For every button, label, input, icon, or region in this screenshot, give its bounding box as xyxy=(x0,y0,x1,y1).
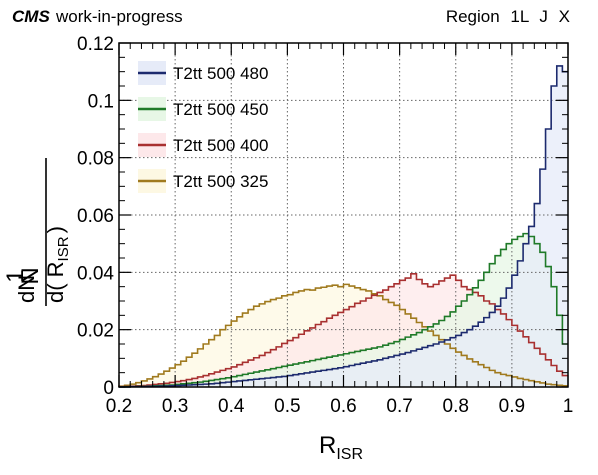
y-tick-label: 0.12 xyxy=(77,34,114,55)
y-tick-label: 0.1 xyxy=(88,91,114,112)
series-lines xyxy=(118,65,568,388)
legend-label: T2tt 500 450 xyxy=(173,100,268,119)
x-tick-label: 0.5 xyxy=(274,396,300,417)
x-tick-label: 0.9 xyxy=(499,396,525,417)
status-label: work-in-progress xyxy=(56,7,183,26)
x-tick-label: 0.3 xyxy=(162,396,188,417)
y-tick-label: 0.06 xyxy=(77,206,114,227)
y-tick-label: 0.02 xyxy=(77,321,114,342)
y-tick-label: 0 xyxy=(103,378,114,399)
y-label-frac-num: dN xyxy=(14,275,39,303)
y-label-n: N xyxy=(17,267,44,284)
x-tick-label: 0.8 xyxy=(443,396,469,417)
grid-lines xyxy=(119,43,568,387)
y-label-frac-den: d( RISR) xyxy=(43,226,72,303)
x-tick-label: 0.6 xyxy=(330,396,356,417)
x-tick-label: 0.7 xyxy=(386,396,412,417)
series-line-0 xyxy=(118,283,568,387)
x-tick-label: 0.2 xyxy=(106,396,132,417)
axis-ticks xyxy=(118,42,569,388)
series-fill-3 xyxy=(119,65,568,387)
region-label: Region 1L J X xyxy=(445,7,570,26)
series-line-2 xyxy=(119,232,568,388)
x-tick-label: 0.4 xyxy=(218,396,245,417)
y-tick-label: 0.08 xyxy=(77,149,114,170)
experiment-label: CMS xyxy=(12,7,50,26)
y-tick-label: 0.04 xyxy=(77,263,114,284)
series-line-3 xyxy=(119,65,568,388)
legend: T2tt 500 480 T2tt 500 450 T2tt 500 400 T2tt… xyxy=(138,61,268,193)
legend-label: T2tt 500 480 xyxy=(173,64,268,83)
legend-label: T2tt 500 400 xyxy=(173,136,268,155)
x-tick-label: 1 xyxy=(563,396,574,417)
legend-label: T2tt 500 325 xyxy=(173,172,268,191)
y-axis-label: 1 N dN d( RISR) xyxy=(2,158,72,306)
x-axis-label: RISR xyxy=(319,432,363,463)
tick-labels: 0.2 0.3 0.4 0.5 0.6 0.7 0.8 0.9 1 0 0.02 0.04 0.06 0.… xyxy=(77,34,573,417)
y-label-one: 1 xyxy=(2,269,29,282)
series-line-1 xyxy=(118,272,568,388)
